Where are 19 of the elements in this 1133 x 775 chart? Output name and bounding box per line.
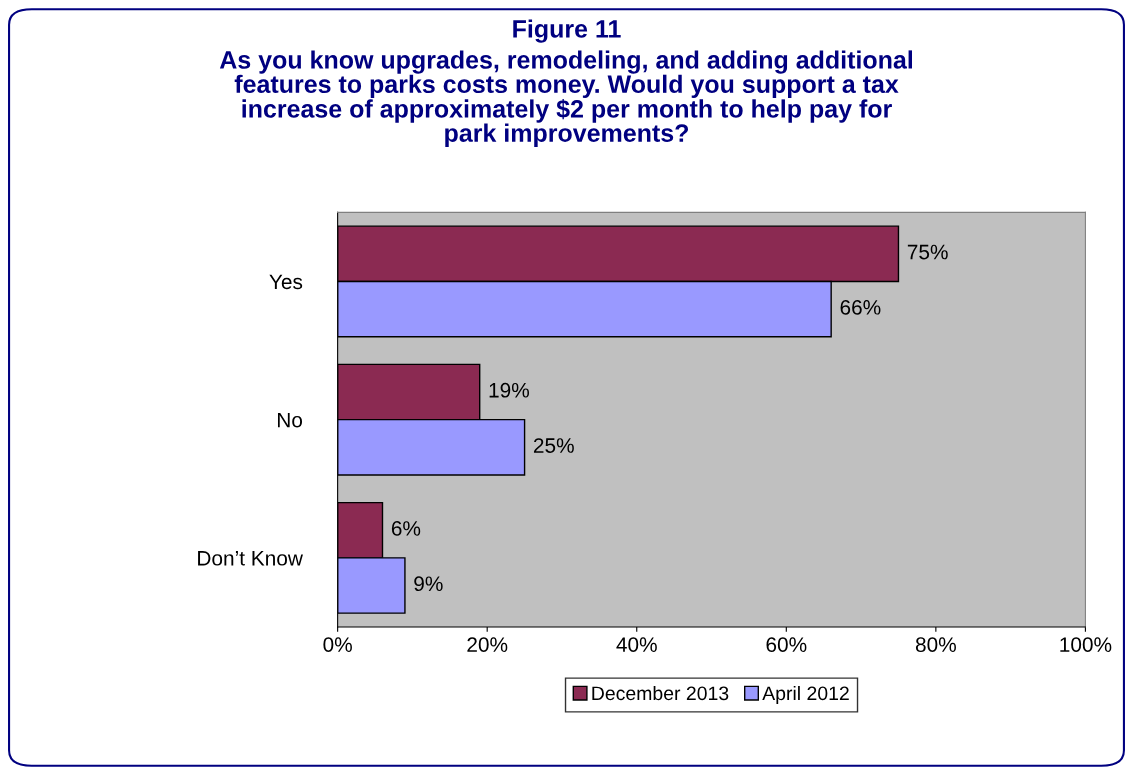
x-tick-label: 80%	[915, 637, 956, 652]
data-label: 19%	[489, 382, 529, 398]
data-label: 25%	[533, 438, 574, 453]
x-tick-label: 100%	[1060, 637, 1112, 652]
x-tick-label: 60%	[766, 637, 807, 652]
legend-label: December 2013	[592, 685, 729, 701]
legend-label: April 2012	[762, 685, 849, 705]
data-label: 9%	[414, 576, 443, 592]
data-label: 75%	[907, 244, 948, 260]
data-label: 6%	[391, 521, 421, 536]
x-tick-label: 0%	[323, 637, 352, 652]
x-tick-label: 40%	[616, 637, 657, 652]
chart-subtitle: As you know upgrades, remodeling, and adding additional features to parks costs money. Would you support a tax increase of approximately $2 per month to help pay for park improvements?	[219, 50, 913, 147]
x-tick-label: 20%	[467, 637, 508, 652]
data-label: 66%	[840, 299, 881, 315]
chart-title: Figure 11	[513, 19, 621, 43]
y-tick-label: Don’t Know	[198, 551, 303, 566]
y-tick-label: No	[277, 412, 303, 428]
y-tick-label: Yes	[269, 274, 303, 290]
